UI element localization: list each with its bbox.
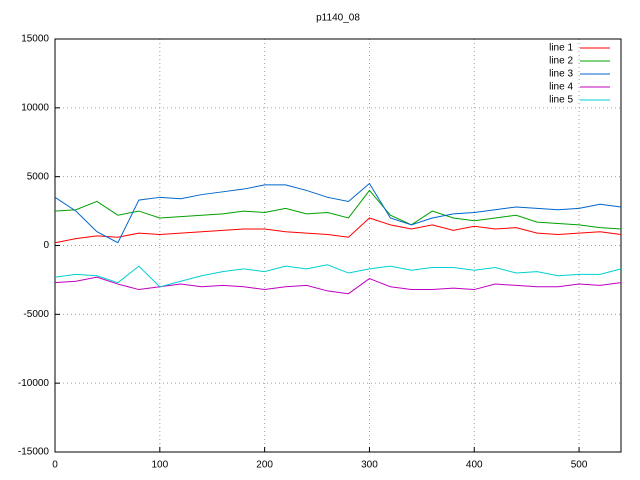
x-tick-label: 400 [466, 460, 483, 471]
x-tick-label: 300 [361, 460, 378, 471]
x-tick-label: 100 [151, 460, 168, 471]
y-tick-label: -15000 [18, 447, 50, 458]
legend-label: line 4 [549, 82, 573, 93]
legend-label: line 2 [549, 56, 573, 67]
legend-label: line 5 [549, 95, 573, 106]
y-tick-label: 5000 [27, 171, 50, 182]
data-line [54, 264, 622, 288]
legend-label: line 1 [549, 43, 573, 54]
data-line [54, 276, 622, 295]
data-line [54, 217, 622, 244]
x-tick-label: 500 [571, 460, 588, 471]
plot-frame [54, 38, 622, 453]
legend-label: line 3 [549, 69, 573, 80]
y-tick-label: -5000 [23, 309, 49, 320]
data-line [54, 189, 622, 230]
y-tick-label: 15000 [21, 34, 49, 45]
y-tick-label: 0 [43, 240, 49, 251]
data-line [54, 182, 622, 244]
chart-title: p1140_08 [316, 13, 360, 24]
y-tick-label: 10000 [21, 102, 49, 113]
x-tick-label: 0 [52, 460, 58, 471]
y-tick-label: -10000 [18, 378, 50, 389]
x-tick-label: 200 [256, 460, 273, 471]
